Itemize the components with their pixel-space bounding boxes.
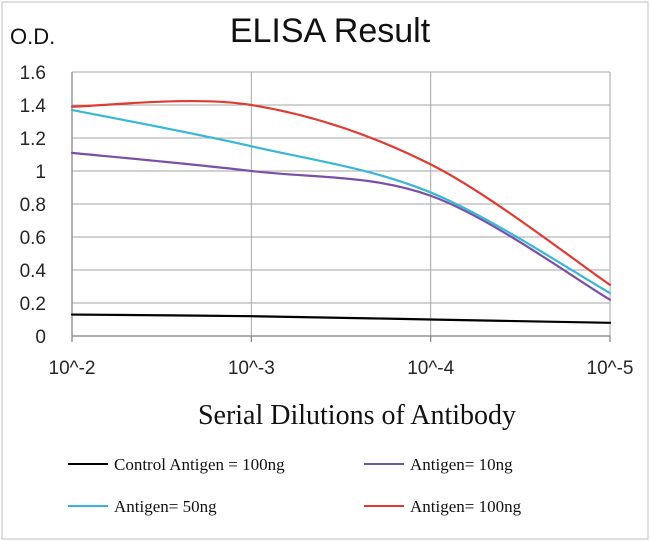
y-tick-label: 0.2 — [20, 294, 46, 315]
y-tick-label: 1.6 — [20, 63, 46, 84]
y-tick-label: 1.4 — [20, 96, 47, 117]
legend-label: Antigen= 100ng — [410, 497, 522, 516]
series-line-4 — [70, 99, 612, 286]
x-tick-label: 10^-3 — [228, 358, 275, 379]
y-tick-label: 1 — [35, 162, 46, 183]
legend-label: Antigen= 50ng — [114, 497, 217, 516]
chart-title: ELISA Result — [230, 12, 431, 50]
series-layer — [70, 99, 612, 324]
legend: Control Antigen = 100ng Antigen= 10ng Anti… — [68, 455, 522, 516]
series-line-1 — [70, 313, 612, 324]
y-tick-label: 0.8 — [20, 195, 46, 216]
axis-layer — [71, 72, 611, 342]
x-tick-labels: 10^-2 10^-3 10^-4 10^-5 — [49, 358, 634, 379]
grid-layer — [72, 71, 611, 336]
y-tick-label: 0.6 — [20, 228, 46, 249]
x-tick-label: 10^-2 — [49, 358, 96, 379]
y-tick-label: 1.2 — [20, 129, 46, 150]
legend-label: Antigen= 10ng — [410, 455, 513, 474]
y-axis-label: O.D. — [10, 24, 55, 49]
series-line-3 — [70, 108, 612, 295]
x-tick-label: 10^-5 — [587, 358, 634, 379]
y-tick-labels: 0 0.2 0.4 0.6 0.8 1 1.2 1.4 1.6 — [20, 63, 47, 348]
series-line-2 — [70, 151, 612, 301]
y-tick-label: 0 — [35, 327, 46, 348]
y-tick-label: 0.4 — [20, 261, 47, 282]
x-tick-label: 10^-4 — [407, 358, 454, 379]
legend-label: Control Antigen = 100ng — [114, 455, 285, 474]
x-axis-label: Serial Dilutions of Antibody — [198, 400, 516, 431]
